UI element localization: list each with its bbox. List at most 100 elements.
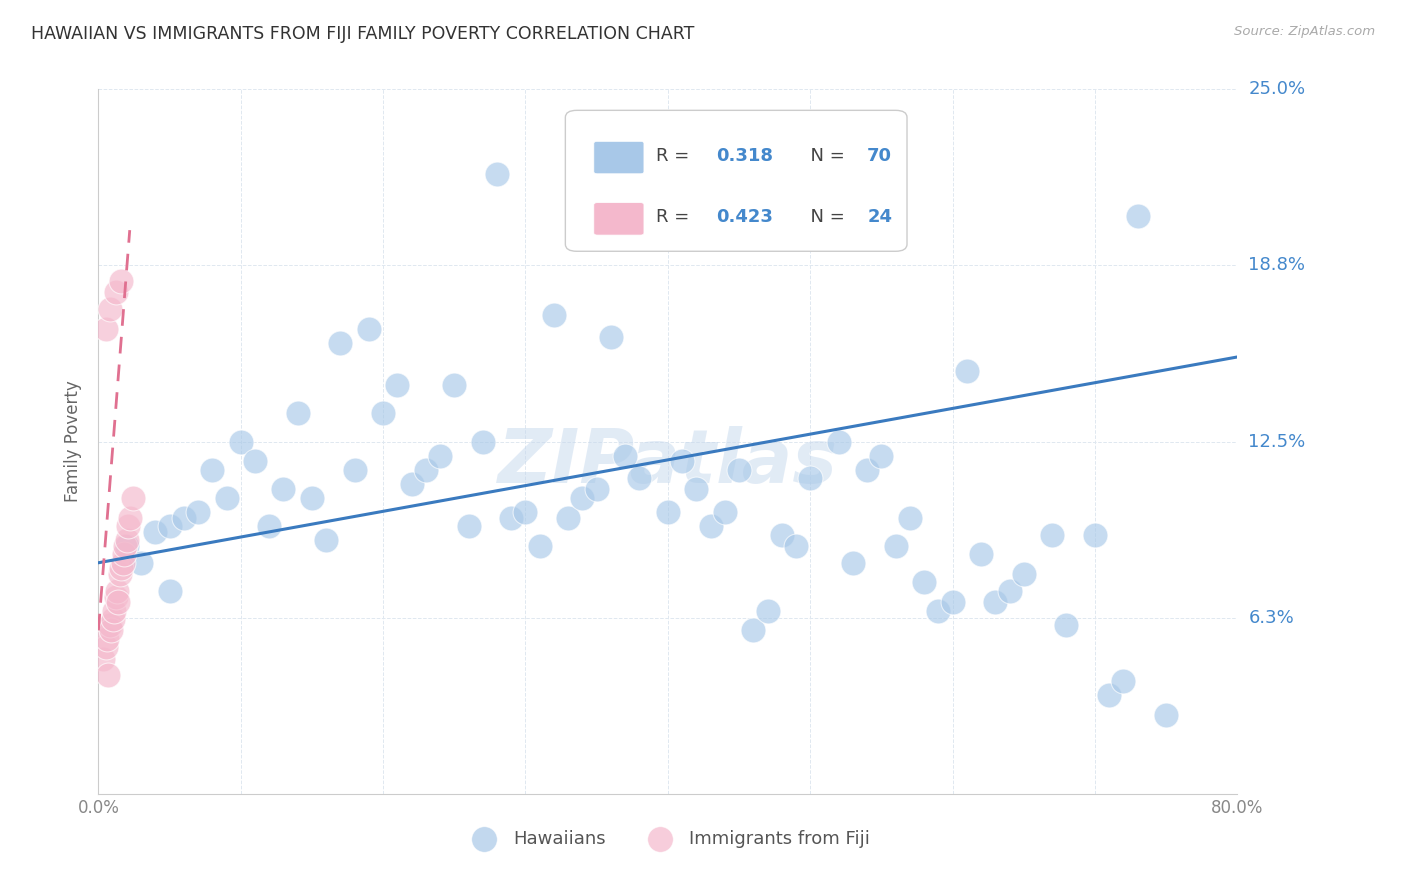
Point: [1154, 708, 1177, 723]
Point: [96, 632, 118, 646]
Point: [1056, 617, 1078, 632]
Point: [94, 322, 117, 336]
Point: [956, 364, 979, 378]
Point: [110, 274, 132, 288]
Point: [515, 505, 537, 519]
Point: [628, 471, 651, 485]
Point: [557, 510, 579, 524]
Text: N =: N =: [799, 209, 851, 227]
Text: R =: R =: [657, 209, 696, 227]
Point: [429, 449, 451, 463]
Text: 70: 70: [868, 147, 893, 165]
Point: [486, 167, 509, 181]
Point: [942, 595, 965, 609]
Point: [111, 556, 134, 570]
Text: 6.3%: 6.3%: [1249, 608, 1294, 627]
Point: [770, 527, 793, 541]
Point: [756, 604, 779, 618]
Point: [1112, 674, 1135, 689]
Point: [387, 378, 409, 392]
Point: [1126, 209, 1149, 223]
Point: [145, 524, 167, 539]
Point: [229, 434, 252, 449]
Point: [94, 640, 117, 655]
Point: [1012, 567, 1035, 582]
Point: [870, 449, 893, 463]
Point: [98, 301, 121, 316]
Point: [215, 491, 238, 505]
Point: [912, 575, 935, 590]
Point: [100, 624, 122, 638]
Point: [614, 449, 637, 463]
Point: [105, 583, 128, 598]
Point: [107, 595, 129, 609]
Point: [856, 463, 879, 477]
Point: [115, 539, 138, 553]
FancyBboxPatch shape: [565, 111, 907, 252]
Point: [243, 454, 266, 468]
Point: [357, 322, 380, 336]
Point: [98, 617, 121, 632]
Point: [657, 505, 679, 519]
Point: [103, 604, 125, 618]
Point: [884, 539, 907, 553]
Point: [201, 463, 224, 477]
Point: [543, 308, 565, 322]
Point: [998, 583, 1021, 598]
Point: [571, 491, 593, 505]
Point: [1084, 527, 1107, 541]
Point: [104, 285, 127, 300]
Text: ZIPatlas: ZIPatlas: [498, 426, 838, 500]
Point: [799, 471, 821, 485]
Point: [173, 510, 195, 524]
Point: [401, 476, 423, 491]
Legend: Hawaiians, Immigrants from Fiji: Hawaiians, Immigrants from Fiji: [458, 823, 877, 855]
Text: 0.423: 0.423: [716, 209, 772, 227]
FancyBboxPatch shape: [593, 202, 644, 235]
Point: [785, 539, 807, 553]
Point: [315, 533, 337, 548]
Point: [259, 519, 281, 533]
Point: [1040, 527, 1063, 541]
Point: [600, 330, 623, 344]
Point: [970, 547, 993, 561]
Text: 18.8%: 18.8%: [1249, 256, 1305, 275]
Point: [842, 556, 865, 570]
Point: [671, 454, 693, 468]
Point: [118, 510, 141, 524]
Point: [101, 612, 124, 626]
Point: [97, 668, 120, 682]
Point: [927, 604, 949, 618]
Point: [742, 624, 765, 638]
Point: [415, 463, 437, 477]
Point: [287, 406, 309, 420]
Point: [129, 556, 152, 570]
Y-axis label: Family Poverty: Family Poverty: [65, 381, 83, 502]
Point: [159, 519, 181, 533]
Point: [529, 539, 551, 553]
Text: HAWAIIAN VS IMMIGRANTS FROM FIJI FAMILY POVERTY CORRELATION CHART: HAWAIIAN VS IMMIGRANTS FROM FIJI FAMILY …: [31, 25, 695, 43]
Point: [828, 434, 851, 449]
Point: [457, 519, 479, 533]
Point: [187, 505, 209, 519]
Point: [159, 583, 181, 598]
Text: 25.0%: 25.0%: [1249, 80, 1306, 98]
Point: [108, 567, 131, 582]
Point: [114, 539, 136, 553]
FancyBboxPatch shape: [593, 141, 644, 174]
Point: [117, 519, 139, 533]
Point: [471, 434, 494, 449]
Point: [112, 547, 135, 561]
Text: 24: 24: [868, 209, 893, 227]
Point: [273, 483, 295, 497]
Text: N =: N =: [799, 147, 851, 165]
Point: [373, 406, 395, 420]
Point: [984, 595, 1007, 609]
Text: Source: ZipAtlas.com: Source: ZipAtlas.com: [1234, 25, 1375, 38]
Point: [898, 510, 921, 524]
Text: 0.318: 0.318: [716, 147, 773, 165]
Point: [91, 651, 114, 665]
Point: [585, 483, 607, 497]
Point: [699, 519, 721, 533]
Text: R =: R =: [657, 147, 696, 165]
